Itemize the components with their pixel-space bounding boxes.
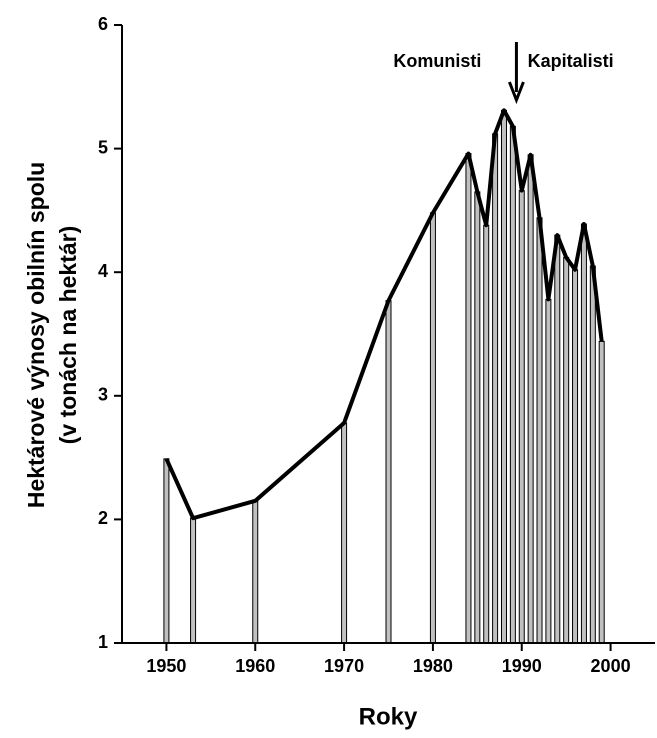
x-tick-label: 1980: [413, 656, 453, 676]
bar: [536, 217, 543, 644]
bar: [527, 154, 534, 644]
y-tick-label: 5: [98, 137, 108, 157]
y-tick-label: 3: [98, 385, 108, 405]
bar: [190, 517, 197, 644]
bar: [465, 153, 472, 644]
bar: [518, 190, 525, 644]
annotation: Kapitalisti: [528, 51, 614, 71]
bar: [341, 422, 348, 644]
bar: [252, 500, 259, 644]
x-tick-label: 1970: [324, 656, 364, 676]
bar: [545, 298, 552, 644]
bar: [492, 133, 499, 644]
x-tick-label: 1960: [235, 656, 275, 676]
bar: [572, 269, 579, 644]
y-tick-label: 2: [98, 508, 108, 528]
line: [164, 108, 604, 521]
y-axis-label: Hektárové výnosy obilnín spolu: [23, 162, 49, 508]
y-tick-label: 4: [98, 261, 108, 281]
bar: [509, 125, 516, 644]
y-tick-label: 1: [98, 632, 108, 652]
annotation: Komunisti: [393, 51, 481, 71]
arrow-head: [508, 81, 525, 105]
x-tick-label: 1950: [146, 656, 186, 676]
x-axis-label: Roky: [359, 703, 418, 730]
bar: [385, 300, 392, 644]
bar: [474, 191, 481, 644]
x-tick-label: 1990: [502, 656, 542, 676]
bar: [500, 109, 507, 644]
bar: [429, 212, 436, 644]
bar: [580, 223, 587, 644]
bar: [563, 256, 570, 644]
bar: [589, 265, 596, 644]
bar: [483, 224, 490, 644]
bar: [163, 458, 170, 644]
y-tick-label: 6: [98, 14, 108, 34]
y-axis-label: (v tonách na hektár): [55, 226, 81, 445]
bar: [598, 340, 605, 644]
bar: [554, 234, 561, 644]
x-tick-label: 2000: [591, 656, 631, 676]
